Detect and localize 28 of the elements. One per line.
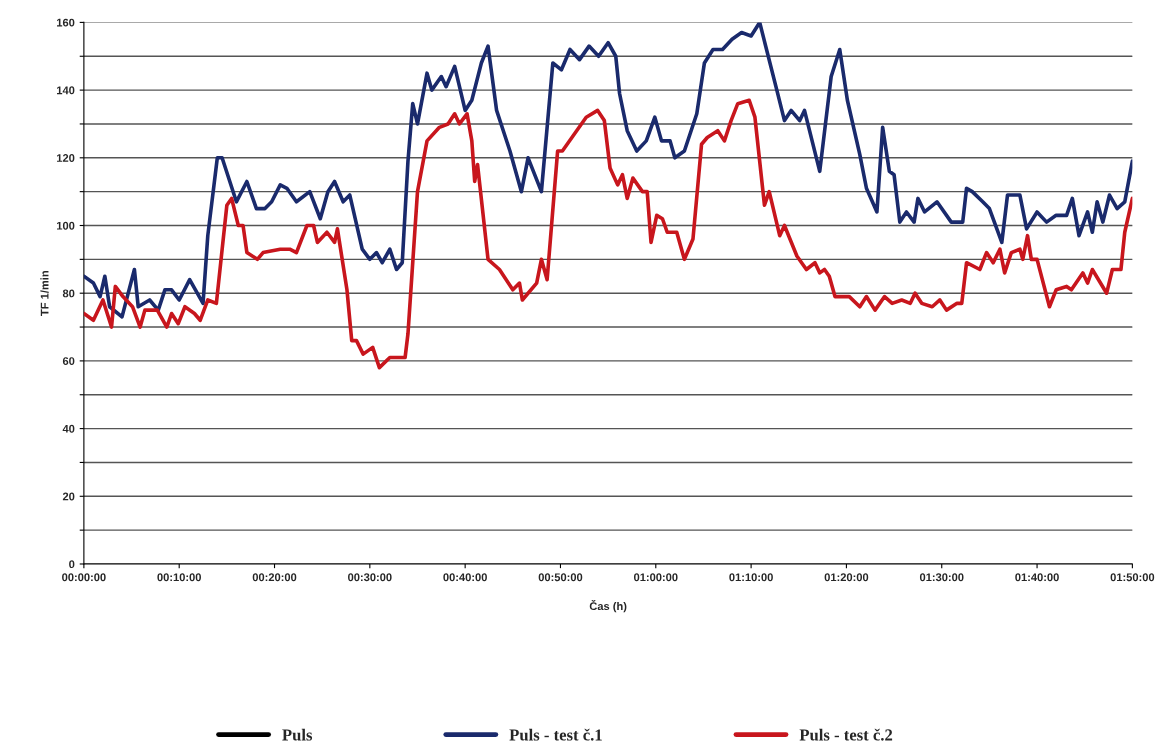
legend-label: Puls - test č.2: [799, 728, 893, 741]
x-tick-label: 00:50:00: [538, 573, 583, 582]
x-axis-title: Čas (h): [589, 600, 627, 613]
line-series: [83, 22, 1133, 319]
legend-label: Puls: [282, 728, 313, 741]
x-tick-label: 01:30:00: [919, 573, 964, 582]
x-tick-label: 01:40:00: [1015, 573, 1059, 582]
legend-label: Puls - test č.1: [509, 728, 602, 741]
y-tick-label: 160: [57, 18, 75, 27]
y-tick-label: 80: [62, 289, 75, 298]
y-tick-label: 60: [62, 357, 75, 366]
x-tick-label: 01:00:00: [633, 573, 678, 582]
x-tick-label: 00:00:00: [62, 573, 106, 582]
y-tick-label: 0: [69, 560, 75, 569]
y-tick-label: 40: [62, 424, 75, 433]
line-series: [83, 98, 1133, 370]
x-tick-label: 00:20:00: [252, 573, 297, 582]
x-tick-label: 00:30:00: [348, 573, 392, 582]
x-tick-label: 01:10:00: [729, 573, 773, 582]
y-tick-label: 100: [57, 221, 75, 230]
y-tick-label: 20: [62, 492, 75, 501]
y-tick-label: 140: [57, 86, 75, 95]
x-tick-label: 00:40:00: [443, 573, 487, 582]
x-tick-label: 01:20:00: [824, 573, 869, 582]
y-axis-title: TF 1/min: [40, 271, 49, 316]
y-tick-label: 120: [57, 154, 75, 162]
x-tick-label: 00:10:00: [157, 573, 201, 582]
x-tick-label: 01:50:00: [1110, 573, 1155, 582]
